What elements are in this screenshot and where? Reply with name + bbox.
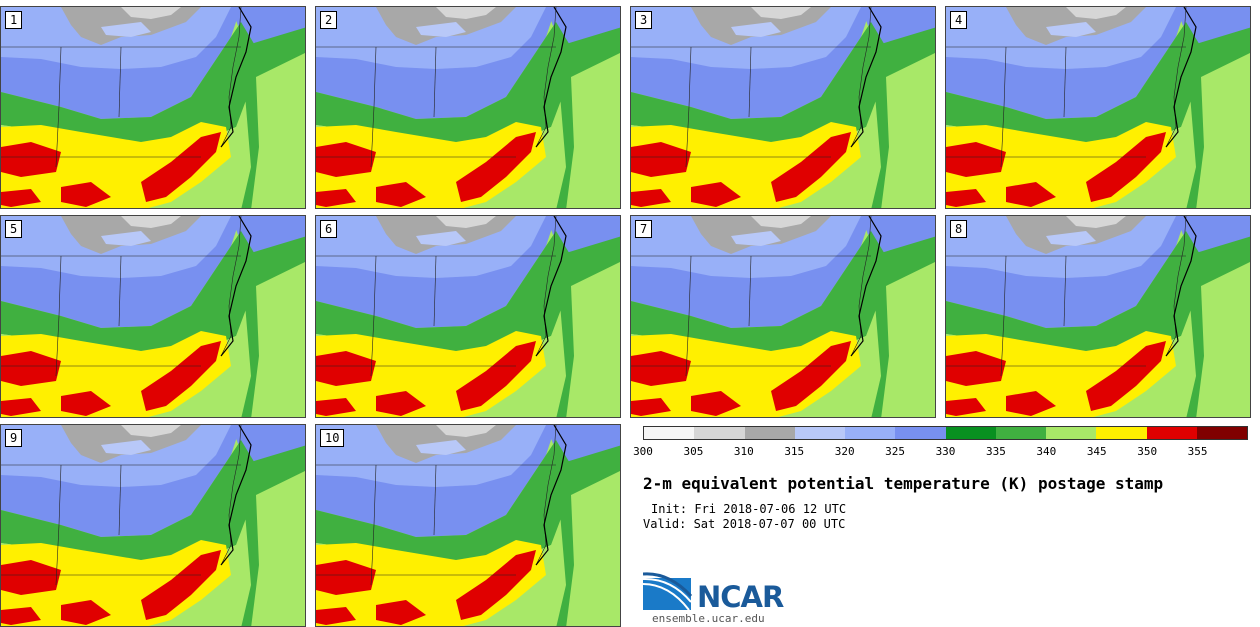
map-image — [1, 7, 305, 208]
member-number: 6 — [320, 220, 338, 238]
member-panel[interactable]: 5 — [0, 215, 306, 418]
member-panel[interactable]: 3 — [630, 6, 936, 209]
colorbar-box — [1196, 427, 1247, 439]
colorbar-ticks: 300 305 310 315 320 325 330 335 340 345 350 355 — [633, 445, 1248, 459]
member-number: 7 — [635, 220, 653, 238]
colorbar-box — [644, 427, 695, 439]
colorbar-tick-label: 335 — [985, 445, 1006, 458]
colorbar-tick-label: 320 — [834, 445, 855, 458]
colorbar-box — [794, 427, 845, 439]
member-number: 9 — [5, 429, 23, 447]
colorbar-tick-label: 340 — [1036, 445, 1057, 458]
colorbar-tick-label: 350 — [1137, 445, 1158, 458]
valid-time: Valid: Sat 2018-07-07 00 UTC — [643, 517, 846, 531]
map-image — [631, 216, 935, 417]
colorbar-box — [995, 427, 1046, 439]
member-panel[interactable]: 2 — [315, 6, 621, 209]
org-name: NCAR — [697, 580, 784, 614]
colorbar-box — [1096, 427, 1147, 439]
colorbar-tick-label: 315 — [784, 445, 805, 458]
map-image — [946, 216, 1250, 417]
map-image — [316, 425, 620, 626]
member-number: 2 — [320, 11, 338, 29]
colorbar-box — [1146, 427, 1197, 439]
colorbar-box — [694, 427, 745, 439]
member-number: 5 — [5, 220, 23, 238]
colorbar-box — [744, 427, 795, 439]
member-number: 4 — [950, 11, 968, 29]
member-panel[interactable]: 7 — [630, 215, 936, 418]
colorbar — [643, 426, 1248, 440]
member-panel[interactable]: 6 — [315, 215, 621, 418]
colorbar-box — [1046, 427, 1097, 439]
map-image — [946, 7, 1250, 208]
colorbar-tick-label: 300 — [633, 445, 653, 458]
member-panel[interactable]: 10 — [315, 424, 621, 627]
map-image — [1, 216, 305, 417]
member-panel[interactable]: 9 — [0, 424, 306, 627]
init-time: Init: Fri 2018-07-06 12 UTC — [651, 502, 847, 516]
map-image — [316, 7, 620, 208]
colorbar-box — [945, 427, 996, 439]
colorbar-tick-label: 325 — [885, 445, 906, 458]
map-image — [316, 216, 620, 417]
member-panel[interactable]: 4 — [945, 6, 1251, 209]
member-panel[interactable]: 8 — [945, 215, 1251, 418]
ncar-logo-icon — [643, 572, 693, 611]
colorbar-tick-label: 310 — [733, 445, 754, 458]
map-image — [1, 425, 305, 626]
member-number: 8 — [950, 220, 968, 238]
member-number: 3 — [635, 11, 653, 29]
site-url[interactable]: ensemble.ucar.edu — [652, 612, 765, 625]
member-panel[interactable]: 1 — [0, 6, 306, 209]
member-number: 1 — [5, 11, 23, 29]
colorbar-tick-label: 345 — [1086, 445, 1107, 458]
colorbar-box — [895, 427, 946, 439]
colorbar-tick-label: 355 — [1187, 445, 1208, 458]
colorbar-tick-label: 305 — [683, 445, 704, 458]
member-number: 10 — [320, 429, 345, 447]
page-title: 2-m equivalent potential temperature (K)… — [643, 474, 1164, 493]
colorbar-tick-label: 330 — [935, 445, 956, 458]
map-image — [631, 7, 935, 208]
colorbar-box — [845, 427, 896, 439]
